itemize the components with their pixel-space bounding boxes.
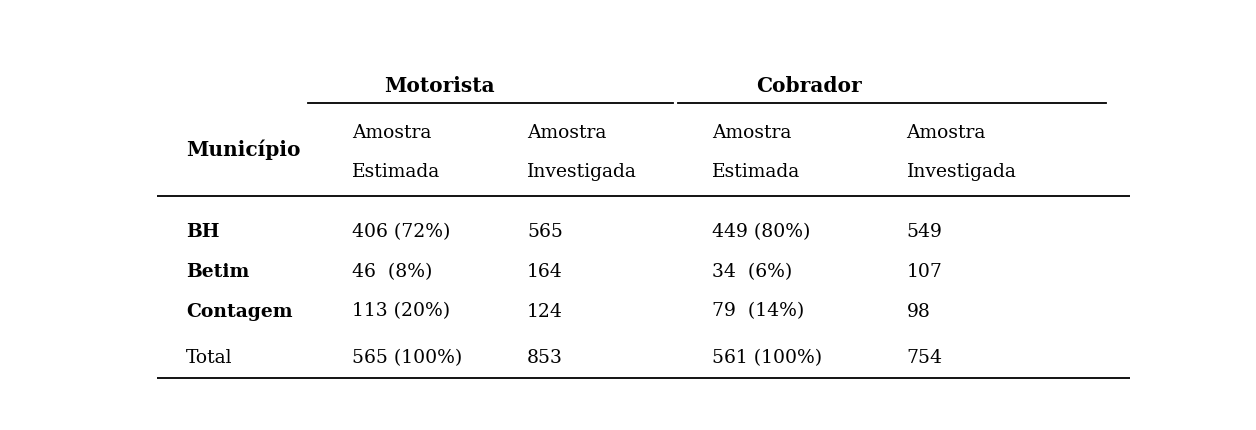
Text: Amostra: Amostra [352, 124, 431, 142]
Text: 561 (100%): 561 (100%) [712, 349, 821, 367]
Text: 164: 164 [528, 263, 563, 281]
Text: 406 (72%): 406 (72%) [352, 223, 450, 241]
Text: 46  (8%): 46 (8%) [352, 263, 432, 281]
Text: 565 (100%): 565 (100%) [352, 349, 462, 367]
Text: Amostra: Amostra [907, 124, 986, 142]
Text: 754: 754 [907, 349, 942, 367]
Text: 34  (6%): 34 (6%) [712, 263, 793, 281]
Text: 449 (80%): 449 (80%) [712, 223, 810, 241]
Text: Estimada: Estimada [352, 163, 440, 181]
Text: 98: 98 [907, 303, 931, 320]
Text: 124: 124 [528, 303, 563, 320]
Text: Motorista: Motorista [384, 77, 495, 96]
Text: BH: BH [186, 223, 220, 241]
Text: 107: 107 [907, 263, 942, 281]
Text: Betim: Betim [186, 263, 250, 281]
Text: Investigada: Investigada [528, 163, 637, 181]
Text: Amostra: Amostra [528, 124, 607, 142]
Text: 113 (20%): 113 (20%) [352, 303, 450, 320]
Text: 549: 549 [907, 223, 942, 241]
Text: 79  (14%): 79 (14%) [712, 303, 804, 320]
Text: Amostra: Amostra [712, 124, 791, 142]
Text: 853: 853 [528, 349, 563, 367]
Text: Investigada: Investigada [907, 163, 1016, 181]
Text: Contagem: Contagem [186, 303, 293, 320]
Text: 565: 565 [528, 223, 563, 241]
Text: Município: Município [186, 139, 300, 160]
Text: Estimada: Estimada [712, 163, 800, 181]
Text: Total: Total [186, 349, 232, 367]
Text: Cobrador: Cobrador [756, 77, 862, 96]
